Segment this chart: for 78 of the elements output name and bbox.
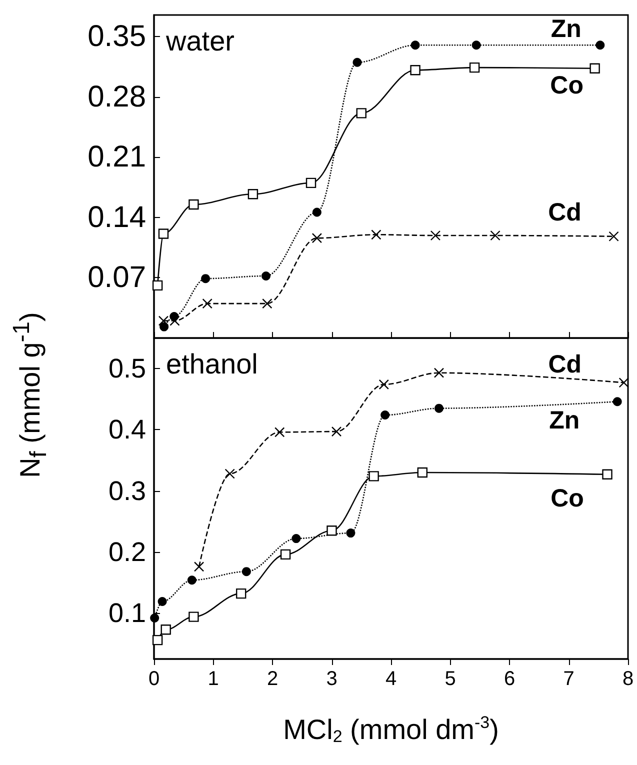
y-tick-label: 0.21 bbox=[88, 140, 146, 174]
point bbox=[326, 526, 337, 536]
annotation: water bbox=[165, 26, 234, 56]
point bbox=[410, 65, 420, 76]
x-tick-label: 3 bbox=[326, 668, 338, 690]
point bbox=[262, 298, 272, 309]
y-tick-label: 0.3 bbox=[108, 476, 146, 506]
series-label: Co bbox=[550, 71, 584, 100]
point bbox=[472, 40, 481, 50]
point bbox=[612, 397, 622, 406]
point bbox=[312, 208, 322, 217]
x-tick-label: 6 bbox=[504, 668, 516, 690]
x-tick-label: 0 bbox=[148, 668, 160, 690]
point bbox=[378, 379, 389, 390]
point bbox=[202, 298, 212, 309]
point bbox=[187, 576, 196, 585]
point bbox=[158, 228, 169, 239]
point bbox=[201, 274, 210, 284]
y-tick-label: 0.1 bbox=[108, 598, 146, 628]
point bbox=[150, 614, 160, 623]
y-tick-label: 0.14 bbox=[88, 200, 146, 234]
point bbox=[160, 322, 169, 332]
y-tick-label: 0.2 bbox=[108, 537, 146, 567]
point bbox=[236, 588, 246, 599]
point bbox=[248, 189, 258, 200]
series-label: Cd bbox=[548, 198, 582, 226]
point bbox=[312, 232, 322, 244]
point bbox=[410, 40, 420, 50]
x-tick-label: 2 bbox=[266, 668, 278, 690]
point bbox=[170, 316, 180, 326]
x-tick-label: 1 bbox=[208, 668, 219, 690]
x-tick-label: 4 bbox=[385, 668, 397, 690]
point bbox=[224, 468, 235, 479]
point bbox=[194, 562, 204, 572]
point bbox=[292, 534, 301, 544]
point bbox=[346, 528, 356, 538]
point bbox=[590, 63, 600, 74]
point bbox=[608, 231, 619, 242]
point bbox=[152, 634, 163, 646]
point bbox=[152, 280, 163, 291]
point bbox=[618, 378, 629, 388]
point bbox=[469, 62, 480, 73]
point bbox=[417, 467, 428, 478]
point bbox=[380, 410, 390, 420]
point bbox=[368, 471, 379, 482]
point bbox=[261, 271, 270, 280]
point bbox=[188, 199, 199, 210]
point bbox=[280, 549, 291, 560]
point bbox=[158, 316, 169, 326]
annotation: ethanol bbox=[166, 348, 258, 380]
point bbox=[352, 58, 362, 67]
point bbox=[371, 230, 382, 240]
point bbox=[490, 230, 500, 241]
point bbox=[160, 624, 171, 635]
point bbox=[430, 230, 441, 241]
point bbox=[274, 427, 285, 438]
point bbox=[331, 426, 342, 437]
series-label: Zn bbox=[549, 406, 580, 435]
point bbox=[602, 469, 612, 480]
series-label: Cd bbox=[548, 350, 582, 379]
x-tick-label: 5 bbox=[444, 668, 456, 690]
y-tick-label: 0.28 bbox=[88, 80, 146, 114]
x-tick-label: 8 bbox=[622, 668, 634, 690]
point bbox=[188, 612, 199, 622]
y-tick-label: 0.5 bbox=[108, 354, 146, 384]
point bbox=[158, 597, 167, 606]
point bbox=[356, 108, 366, 118]
point bbox=[434, 368, 444, 378]
y-tick-label: 0.35 bbox=[88, 20, 146, 54]
x-tick-label: 7 bbox=[563, 668, 574, 690]
point bbox=[434, 404, 444, 413]
series-label: Zn bbox=[550, 15, 582, 44]
point bbox=[306, 178, 316, 188]
series-label: Co bbox=[550, 484, 584, 512]
y-tick-label: 0.4 bbox=[108, 414, 146, 445]
point bbox=[242, 567, 251, 576]
y-tick-label: 0.07 bbox=[88, 261, 146, 294]
point bbox=[596, 40, 605, 50]
